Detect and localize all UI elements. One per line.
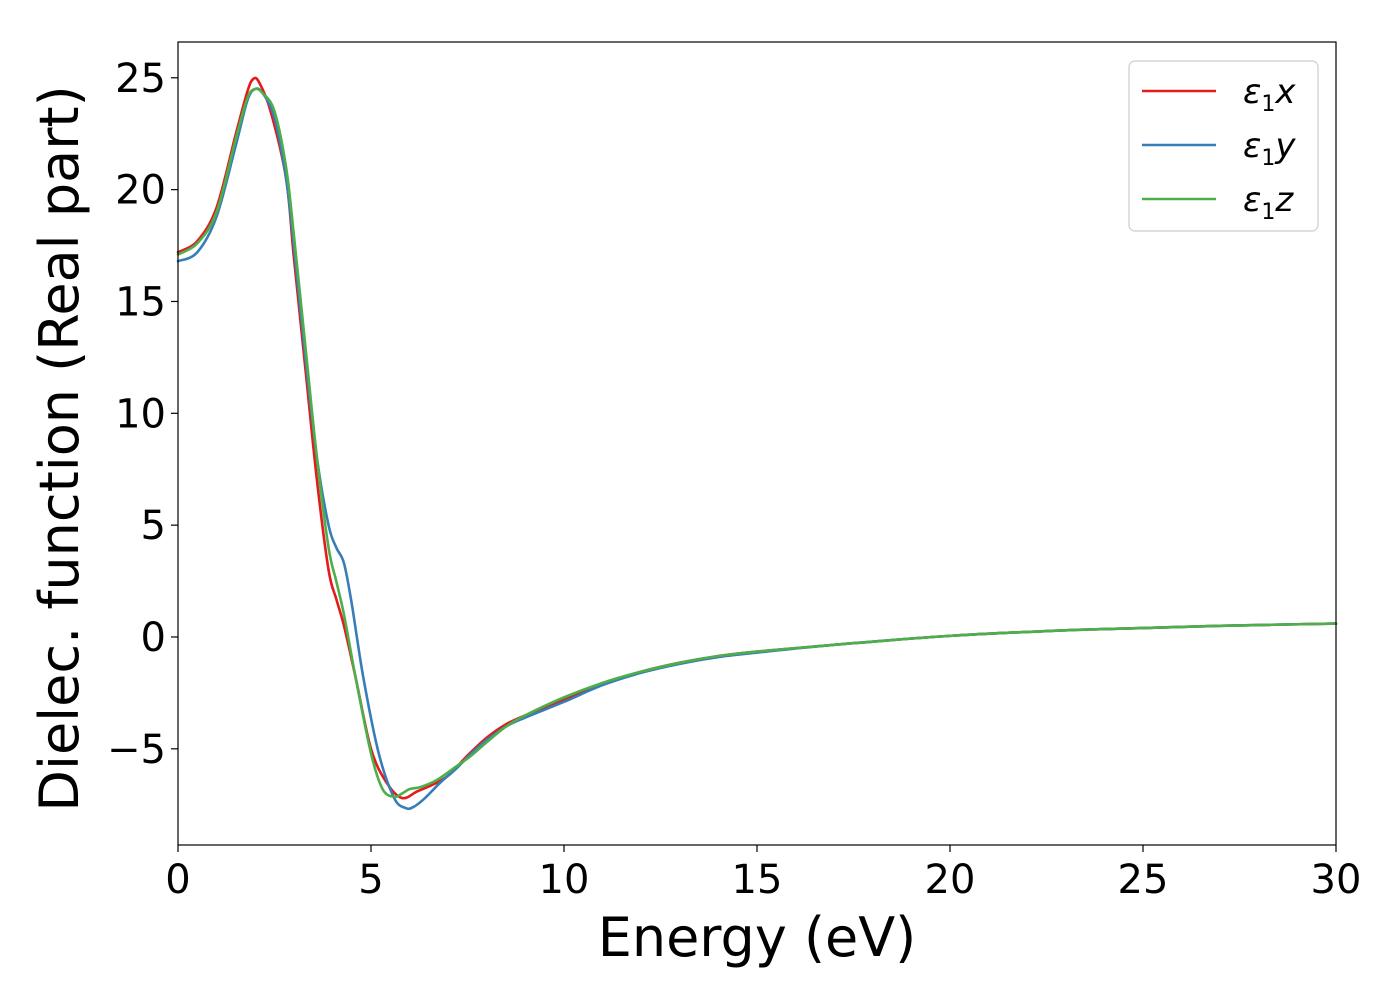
- legend-label-y: ε1y: [1243, 126, 1296, 171]
- y-tick-label: 0: [141, 615, 166, 661]
- y-axis: −5 0 5 10 15 20 25: [107, 56, 178, 773]
- y-tick-label: 15: [115, 279, 166, 325]
- y-tick-label: 10: [115, 391, 166, 437]
- legend-symbol: ε: [1243, 180, 1261, 220]
- x-axis-title: Energy (eV): [598, 906, 917, 969]
- y-tick-label: 20: [115, 168, 166, 214]
- legend-label-z: ε1z: [1243, 180, 1294, 225]
- y-tick-label: −5: [107, 727, 166, 773]
- series-line-z: [176, 87, 1338, 799]
- x-tick-label: 25: [1118, 857, 1169, 903]
- x-tick-label: 20: [925, 857, 976, 903]
- x-tick-label: 30: [1311, 857, 1362, 903]
- x-tick-label: 0: [165, 857, 190, 903]
- x-tick-label: 15: [732, 857, 783, 903]
- legend-box: [1128, 60, 1319, 232]
- legend-subscript: 1: [1261, 92, 1275, 117]
- y-tick-label: 5: [141, 503, 166, 549]
- legend-variable: x: [1274, 72, 1296, 112]
- y-axis-title: Dielec. function (Real part): [28, 85, 91, 811]
- x-tick-label: 10: [539, 857, 590, 903]
- legend-subscript: 1: [1261, 200, 1275, 225]
- x-tick-label: 5: [358, 857, 383, 903]
- legend-symbol: ε: [1243, 72, 1261, 112]
- x-axis: 0 5 10 15 20 25 30: [165, 845, 1361, 903]
- legend-label-x: ε1x: [1243, 72, 1296, 117]
- legend-subscript: 1: [1261, 146, 1275, 171]
- legend-variable: z: [1274, 180, 1294, 220]
- legend-variable: y: [1274, 126, 1296, 166]
- legend-symbol: ε: [1243, 126, 1261, 166]
- series-layer: [176, 76, 1338, 811]
- y-tick-label: 25: [115, 56, 166, 102]
